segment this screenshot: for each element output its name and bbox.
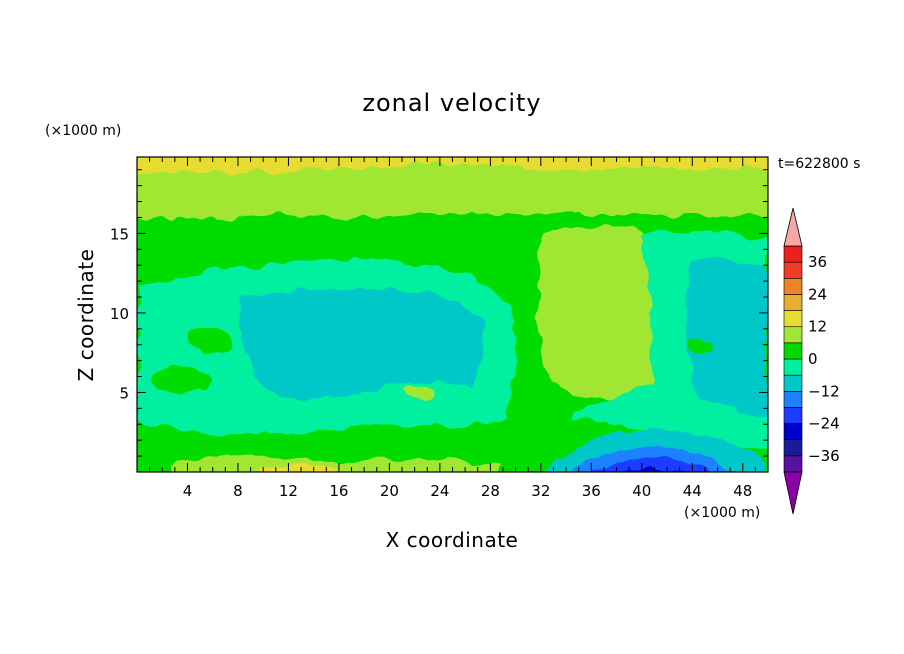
y-unit-label: (×1000 m) <box>45 123 121 139</box>
colorbar-bin <box>783 423 803 441</box>
colorbar-bin <box>783 342 803 360</box>
x-tick-label: 16 <box>329 482 348 500</box>
colorbar: 36 24 12 0 −12 −24 −36 <box>783 207 840 515</box>
field-blob <box>140 240 190 260</box>
field-region-top-edge <box>137 157 768 221</box>
colorbar-tick-label: 24 <box>808 285 827 303</box>
x-tick-label: 24 <box>430 482 449 500</box>
heatmap-field <box>137 157 768 472</box>
field-blob <box>688 338 712 352</box>
x-tick-label: 12 <box>279 482 298 500</box>
colorbar-bin <box>783 310 803 328</box>
colorbar-tick-label: −12 <box>808 382 840 400</box>
colorbar-bin <box>783 326 803 344</box>
colorbar-tick-label: 12 <box>808 318 827 336</box>
y-tick-label: 5 <box>119 384 129 402</box>
x-tick-label: 36 <box>582 482 601 500</box>
colorbar-bin <box>783 245 803 263</box>
colorbar-bin <box>783 455 803 473</box>
y-axis: 5 10 15 <box>110 169 768 457</box>
x-tick-label: 44 <box>683 482 702 500</box>
x-tick-label: 8 <box>233 482 243 500</box>
colorbar-tick-label: −24 <box>808 415 840 433</box>
x-unit-label: (×1000 m) <box>684 505 760 521</box>
chart-title: zonal velocity <box>362 89 541 117</box>
x-axis-label: X coordinate <box>386 528 519 552</box>
colorbar-tick-label: −36 <box>808 447 840 465</box>
field-region-teal-left <box>240 288 484 399</box>
field-region-jet-blue <box>591 458 712 472</box>
x-tick-label: 4 <box>183 482 193 500</box>
field-region-teal-right <box>686 258 768 420</box>
colorbar-bin <box>783 390 803 408</box>
colorbar-tick-label: 36 <box>808 253 827 271</box>
time-label: t=622800 s <box>778 156 860 172</box>
field-region-right-column <box>537 225 665 399</box>
field-region-bottom-yellow-core <box>260 465 340 472</box>
field-region-jet-core <box>621 468 680 472</box>
field-blob <box>188 326 232 354</box>
field-region-bottom-yellow <box>170 457 500 472</box>
colorbar-bin <box>783 407 803 424</box>
y-tick-label: 10 <box>110 305 129 323</box>
colorbar-bin <box>783 374 803 392</box>
x-axis: 4 8 12 16 20 24 28 32 36 40 44 48 <box>149 157 756 500</box>
colorbar-bin <box>783 277 803 295</box>
colorbar-extend-low <box>783 471 803 515</box>
field-blob <box>150 368 210 392</box>
y-axis-label: Z coordinate <box>74 249 98 382</box>
colorbar-tick-label: 0 <box>808 350 818 368</box>
colorbar-bin <box>783 294 803 311</box>
field-blob <box>406 384 434 400</box>
colorbar-bin <box>783 439 803 457</box>
field-blob <box>416 310 444 326</box>
x-tick-label: 20 <box>380 482 399 500</box>
colorbar-extend-high <box>783 207 803 247</box>
field-region-top-yellow <box>137 157 768 173</box>
x-tick-label: 32 <box>531 482 550 500</box>
x-tick-label: 40 <box>632 482 651 500</box>
colorbar-bin <box>783 261 803 279</box>
x-tick-label: 48 <box>733 482 752 500</box>
x-tick-label: 28 <box>481 482 500 500</box>
colorbar-bin <box>783 358 803 376</box>
y-tick-label: 15 <box>110 225 129 243</box>
